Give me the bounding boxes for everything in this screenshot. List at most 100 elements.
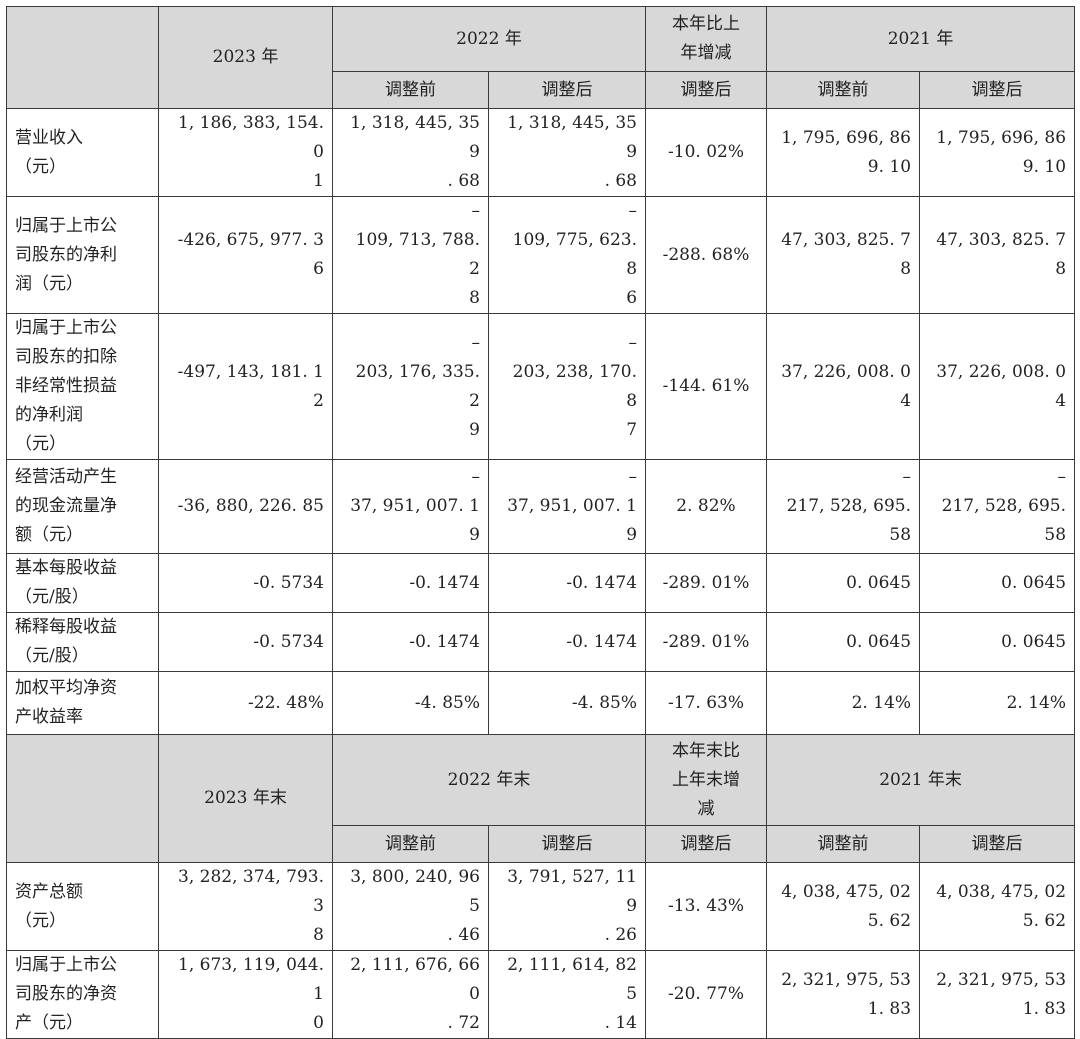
value-2021-after: – 217, 528, 695. 58 [919, 459, 1076, 554]
cell-line: 1, 186, 383, 154. 0 [178, 113, 324, 162]
table-row: 基本每股收益 （元/股） -0. 5734 -0. 1474 -0. 1474 -289.… [6, 553, 1076, 613]
cell-line: . 26 [604, 925, 638, 945]
cell-line: 基本每股收益 [15, 558, 117, 578]
cell-line: 37, 951, 007. 19 [507, 496, 638, 545]
value-2021-before: 47, 303, 825. 7 8 [766, 196, 921, 314]
cell-line: – [471, 467, 481, 487]
value-2021-before: 1, 795, 696, 86 9. 10 [766, 108, 921, 197]
row-label: 归属于上市公 司股东的扣除 非经常性损益 的净利润 （元） [6, 313, 159, 460]
value-2023: -22. 48% [158, 671, 333, 735]
cell-line: 司股东的净利 [15, 244, 117, 265]
cell-line: （元） [15, 910, 66, 931]
cell-line: . 14 [604, 1013, 638, 1033]
value-2022-after: – 109, 775, 623. 8 6 [487, 196, 647, 314]
header2-2023: 2023 年末 [158, 734, 333, 863]
cell-line: 47, 303, 825. 7 [936, 230, 1067, 250]
cell-line: . 46 [447, 925, 480, 945]
cell-line: 6 [626, 288, 638, 308]
row-label: 营业收入 （元） [6, 108, 159, 197]
header-row-years: 2023 年 2022 年 本年比上 年增减 2021 年 [6, 6, 1076, 109]
table-row: 归属于上市公 司股东的扣除 非经常性损益 的净利润 （元） -497, 143, 181.… [6, 313, 1076, 460]
cell-line: 203, 176, 335. 2 [355, 361, 480, 411]
header2-row-years: 2023 年末 2022 年末 本年末比 上年末增 减 2021 年末 [6, 734, 1076, 863]
cell-line: 营业收入 [15, 127, 83, 148]
header-2023: 2023 年 [158, 6, 333, 109]
cell-line: 0 [313, 1013, 324, 1033]
value-2021-after: 4, 038, 475, 02 5. 62 [919, 862, 1076, 951]
cell-line: 1 [313, 171, 324, 191]
header-change-line: 年增减 [680, 43, 732, 63]
cell-line: 109, 713, 788. 2 [355, 230, 480, 279]
cell-line: – [471, 332, 481, 353]
header-change: 本年比上 年增减 [645, 6, 768, 72]
value-2022-before: -0. 1474 [332, 612, 489, 672]
cell-line: 1, 795, 696, 86 [936, 127, 1067, 148]
value-2022-after: -0. 1474 [487, 612, 647, 672]
table-row: 经营活动产生 的现金流量净 额（元） -36, 880, 226. 85–37, 95… [6, 459, 1076, 554]
cell-line: – [471, 201, 481, 221]
cell-line: 203, 238, 170. 8 [512, 361, 638, 411]
cell-line: 非经常性损益 [15, 376, 117, 396]
value-2022-after: – 203, 238, 170. 8 7 [487, 313, 647, 460]
header2-change-line: 上年末增 [672, 769, 741, 790]
header-2022-after: 调整后 [487, 71, 647, 109]
value-2023: 1, 186, 383, 154. 0 1 [158, 108, 333, 197]
cell-line: （元/股） [15, 587, 89, 607]
cell-line: 4 [900, 390, 912, 411]
cell-line: 加权平均净资 [15, 678, 117, 698]
cell-line: 217, 528, 695. [786, 496, 912, 516]
value-2023: 1, 673, 119, 044. 1 0 [158, 950, 333, 1039]
cell-line: 58 [1044, 525, 1067, 545]
cell-line: 1. 83 [867, 998, 912, 1019]
cell-line: 司股东的净资 [15, 984, 117, 1004]
cell-line: 9. 10 [867, 156, 912, 177]
cell-line: 额（元） [15, 525, 83, 545]
value-2023: -426, 675, 977. 36 [158, 196, 333, 314]
cell-line: 3, 282, 374, 793. 3 [178, 867, 324, 916]
cell-line: 8 [313, 925, 324, 945]
value-2021-after: 37, 226, 008. 0 4 [919, 313, 1076, 460]
value-2022-before: 1, 318, 445, 359 . 68 [332, 108, 489, 197]
financial-summary-table: 2023 年 2022 年 本年比上 年增减 2021 年 调整前 调整后 调整… [6, 6, 1076, 1039]
header2-2022-after: 调整后 [487, 825, 647, 863]
header-row-adjust: 调整前 调整后 调整后 调整前 调整后 [7, 71, 1076, 109]
cell-line: （元） [15, 434, 66, 454]
row-label: 归属于上市公 司股东的净利 润（元） [6, 196, 159, 314]
value-2023: -0. 5734 [158, 553, 333, 613]
cell-line: （元/股） [15, 646, 89, 666]
value-2022-after: 2, 111, 614, 825 . 14 [487, 950, 647, 1039]
header2-change-line: 本年末比 [672, 740, 741, 761]
cell-line: 归属于上市公 [15, 215, 117, 236]
value-change: -289. 01% [645, 612, 768, 672]
cell-line: 归属于上市公 [15, 318, 117, 338]
value-2021-before: – 217, 528, 695. 58 [766, 459, 921, 554]
value-2023: -36, 880, 226. 85 [158, 459, 333, 554]
header2-2021-after: 调整后 [919, 825, 1076, 863]
cell-line: 7 [626, 419, 638, 440]
cell-line: 润（元） [15, 273, 83, 294]
value-2022-after: -0. 1474 [487, 553, 647, 613]
cell-line: . 72 [447, 1013, 480, 1033]
cell-line: 产（元） [15, 1013, 83, 1033]
cell-line: 4, 038, 475, 02 [781, 881, 912, 902]
cell-line: 4, 038, 475, 02 [936, 881, 1067, 902]
cell-line: – [628, 467, 638, 487]
value-2022-after: 1, 318, 445, 359 . 68 [487, 108, 647, 197]
header-2021-after: 调整后 [919, 71, 1076, 109]
table-row: 归属于上市公 司股东的净利 润（元） -426, 675, 977. 36–109, … [6, 196, 1076, 314]
value-2022-before: -4. 85% [332, 671, 489, 735]
header2-row-adjust: 调整前 调整后 调整后 调整前 调整后 [7, 825, 1076, 863]
value-2022-before: – 109, 713, 788. 2 8 [332, 196, 489, 314]
value-2021-after: 0. 0645 [919, 612, 1076, 672]
value-change: -13. 43% [645, 862, 768, 951]
cell-line: 8 [900, 259, 912, 279]
table-row: 营业收入 （元） 1, 186, 383, 154. 0 1 1, 318, 445, … [6, 108, 1076, 197]
value-change: -10. 02% [645, 108, 768, 197]
cell-line: 5. 62 [1022, 910, 1067, 931]
header2-change-line: 减 [697, 798, 715, 819]
value-change: -288. 68% [645, 196, 768, 314]
value-2021-before: 37, 226, 008. 0 4 [766, 313, 921, 460]
cell-line: 产收益率 [15, 707, 83, 727]
row-label: 资产总额 （元） [6, 862, 159, 951]
cell-line: 2, 321, 975, 53 [781, 969, 912, 990]
